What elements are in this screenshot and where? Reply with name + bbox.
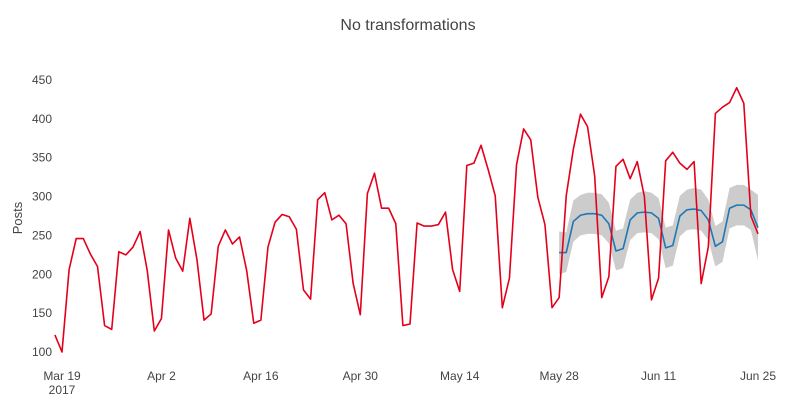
forecast-series-line: [559, 204, 759, 254]
y-tick-label: 150: [32, 306, 52, 320]
x-tick-label: May 28: [539, 369, 579, 383]
confidence-bands: [559, 184, 758, 275]
chart-title: No transformations: [340, 17, 475, 34]
y-axis-label: Posts: [10, 201, 25, 234]
y-axis-ticks: 100 150 200 250 300 350 400 450: [32, 73, 52, 359]
x-tick-label: May 14: [440, 369, 480, 383]
y-tick-label: 250: [32, 228, 52, 242]
x-tick-label: Apr 16: [243, 369, 279, 383]
y-tick-label: 400: [32, 112, 52, 126]
x-tick-label: Mar 19: [43, 369, 81, 383]
forecast-confidence-band: [559, 184, 758, 275]
y-tick-label: 200: [32, 267, 52, 281]
series-lines: [54, 86, 759, 353]
observed-series-line: [54, 86, 759, 353]
x-tick-label: Jun 11: [641, 369, 676, 383]
x-tick-sublabel: 2017: [49, 383, 76, 397]
x-tick-label: Apr 30: [343, 369, 379, 383]
y-tick-label: 100: [32, 345, 52, 359]
y-tick-label: 350: [32, 151, 52, 165]
y-tick-label: 300: [32, 190, 52, 204]
x-tick-label: Jun 25: [740, 369, 776, 383]
y-tick-label: 450: [32, 73, 52, 87]
x-tick-label: Apr 2: [147, 369, 176, 383]
